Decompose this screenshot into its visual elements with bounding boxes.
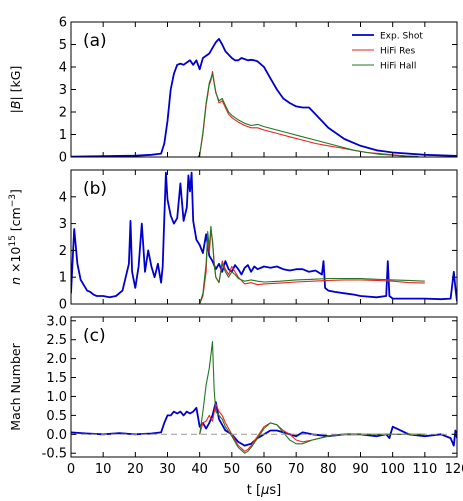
panel-2: -0.5 0.0 0.5 1.0 1.5 2.0 2.5 3.0 0 10 20 30 40 50 60 70… (8, 314, 463, 477)
y-tick-label: 3.0 (46, 314, 67, 329)
plot-frame (70, 21, 458, 158)
y-tick-label: 2 (59, 106, 67, 121)
plot-frame (70, 316, 458, 458)
x-tick-label: 0 (67, 462, 75, 477)
x-tick-label: 120 (445, 462, 463, 477)
y-tick-label: 4 (59, 190, 67, 205)
x-tick-label: 70 (288, 462, 305, 477)
series-line-exp-shot (71, 401, 457, 447)
x-tick-label: 40 (191, 462, 208, 477)
legend-entry: Exp. Shot (380, 32, 423, 42)
y-axis-label: n ×1015 [cm−3] (8, 189, 23, 285)
y-tick-label: 0 (59, 151, 67, 166)
x-tick-label: 80 (320, 462, 337, 477)
x-tick-label: 50 (224, 462, 241, 477)
series-line-hifi-res (199, 403, 425, 452)
panel-0: 0 1 2 3 4 5 6 (a) |B| [kG] (8, 16, 458, 166)
x-tick-label: 10 (95, 462, 112, 477)
panel-label: (b) (83, 179, 107, 199)
y-tick-label: 1.5 (46, 371, 67, 386)
series-line-exp-shot (71, 38, 457, 157)
x-tick-label: 30 (159, 462, 176, 477)
panel-1: 0 1 2 3 4 (b) n ×1015 [cm−3] (8, 169, 458, 313)
y-tick-label: 2 (59, 244, 67, 259)
y-tick-label: 2.5 (46, 333, 67, 348)
y-tick-label: 0.0 (46, 428, 67, 443)
legend: Exp. Shot HiFi Res HiFi Hall (352, 32, 423, 72)
y-tick-label: -0.5 (42, 447, 67, 462)
y-tick-label: 0.5 (46, 409, 67, 424)
y-tick-label: 3 (59, 217, 67, 232)
y-tick-label: 6 (59, 16, 67, 31)
y-tick-label: 1.0 (46, 390, 67, 405)
y-tick-label: 1 (59, 128, 67, 143)
series-line-hifi-hall (197, 73, 419, 157)
x-tick-label: 90 (352, 462, 369, 477)
x-tick-label: 110 (412, 462, 437, 477)
y-tick-label: 0 (59, 298, 67, 313)
y-tick-label: 1 (59, 271, 67, 286)
y-tick-label: 2.0 (46, 352, 67, 367)
legend-entry: HiFi Hall (380, 62, 416, 72)
y-tick-label: 3 (59, 83, 67, 98)
x-tick-label: 60 (256, 462, 273, 477)
y-axis-label: |B| [kG] (8, 66, 23, 114)
x-tick-label: 100 (380, 462, 405, 477)
x-axis-label: t [μs] (247, 483, 281, 498)
y-tick-label: 5 (59, 38, 67, 53)
panel-label: (c) (83, 326, 106, 346)
panel-label: (a) (83, 31, 107, 51)
y-tick-label: 4 (59, 61, 67, 76)
y-axis-label: Mach Number (8, 342, 23, 430)
legend-entry: HiFi Res (380, 47, 416, 57)
series-line-hifi-hall (199, 225, 425, 304)
x-tick-label: 20 (127, 462, 144, 477)
